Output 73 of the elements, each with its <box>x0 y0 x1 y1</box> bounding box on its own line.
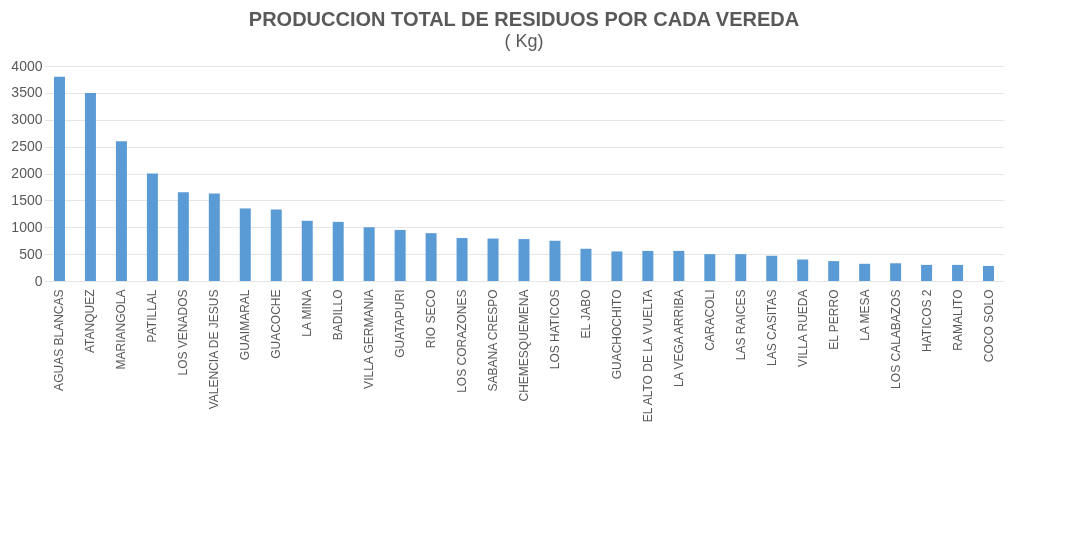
y-tick-label: 2000 <box>11 165 43 181</box>
chart-title: PRODUCCION TOTAL DE RESIDUOS POR CADA VEREDA <box>248 8 800 30</box>
x-tick-label: VALENCIA DE JESUS <box>207 289 222 410</box>
bar <box>394 229 406 281</box>
y-tick-label: 1500 <box>11 191 43 208</box>
x-tick-label: BADILLO <box>331 289 346 341</box>
x-tick-label: MARIANGOLA <box>114 289 129 370</box>
bar <box>487 238 499 281</box>
x-tick-label: GUACHOCHITO <box>609 289 624 380</box>
bar <box>270 209 282 281</box>
bar <box>735 254 747 281</box>
bar <box>425 233 437 281</box>
x-tick-label: LOS CORAZONES <box>455 289 470 393</box>
x-tick-label: VILLA GERMANIA <box>362 289 377 389</box>
x-tick-label: LAS CASITAS <box>764 289 779 366</box>
x-tick-label: LOS HATICOS <box>547 289 562 370</box>
bar <box>859 263 871 281</box>
x-tick-label: LAS RAICES <box>733 289 748 361</box>
x-tick-label: GUAIMARAL <box>238 289 253 361</box>
x-tick-label: PATILLAL <box>145 289 160 343</box>
bar <box>332 221 344 281</box>
y-tick-label: 3000 <box>11 111 43 128</box>
bar <box>115 141 127 281</box>
x-tick-label: LA VEGA ARRIBA <box>671 289 686 387</box>
x-tick-label: EL ALTO DE LA VUELTA <box>640 289 655 423</box>
bar <box>53 76 65 281</box>
bar <box>704 254 716 281</box>
x-tick-label: AGUAS BLANCAS <box>52 289 67 391</box>
x-tick-label: RIO SECO <box>424 289 439 349</box>
x-tick-label: GUATAPURI <box>393 289 408 358</box>
bar <box>952 264 964 281</box>
bar <box>642 250 654 281</box>
bar <box>363 227 375 281</box>
chart-subtitle: ( Kg) <box>504 31 544 51</box>
bar <box>797 259 809 281</box>
x-tick-label: GUACOCHE <box>269 289 284 359</box>
x-tick-label: COCO SOLO <box>981 289 996 363</box>
x-tick-label: LA MESA <box>857 289 872 341</box>
y-tick-label: 2500 <box>11 138 43 155</box>
x-tick-label: EL JABO <box>578 289 593 339</box>
bar <box>766 255 778 281</box>
x-tick-label: RAMALITO <box>950 289 965 351</box>
bar <box>518 239 530 281</box>
bar <box>549 240 561 281</box>
bar <box>208 193 220 281</box>
x-tick-label: EL PERRO <box>826 289 841 350</box>
x-tick-label: SABANA CRESPO <box>486 289 501 392</box>
bar <box>890 263 902 281</box>
x-tick-label: CHEMESQUEMENA <box>517 289 531 402</box>
bar <box>828 261 840 281</box>
y-tick-label: 0 <box>34 272 43 289</box>
x-tick-label: LOS VENADOS <box>176 289 191 376</box>
y-tick-label: 4000 <box>11 57 43 74</box>
x-tick-label: HATICOS 2 <box>919 289 934 352</box>
bar <box>301 220 313 281</box>
y-tick-label: 500 <box>19 245 43 262</box>
bar <box>983 265 995 281</box>
bar <box>580 248 592 281</box>
bar <box>673 250 685 281</box>
x-tick-label: LA MINA <box>300 289 315 337</box>
x-tick-label: VILLA RUEDA <box>795 289 810 367</box>
bar <box>611 251 623 281</box>
bar <box>239 208 251 281</box>
y-tick-label: 1000 <box>11 218 43 235</box>
y-tick-label: 3500 <box>11 84 43 101</box>
bar <box>84 92 96 281</box>
bar <box>177 192 189 281</box>
x-tick-label: CARACOLI <box>702 289 717 351</box>
bar <box>456 238 468 281</box>
bar <box>921 264 933 281</box>
bar <box>146 173 158 281</box>
x-tick-label: LOS CALABAZOS <box>888 289 903 389</box>
x-tick-label: ATANQUEZ <box>83 289 98 354</box>
